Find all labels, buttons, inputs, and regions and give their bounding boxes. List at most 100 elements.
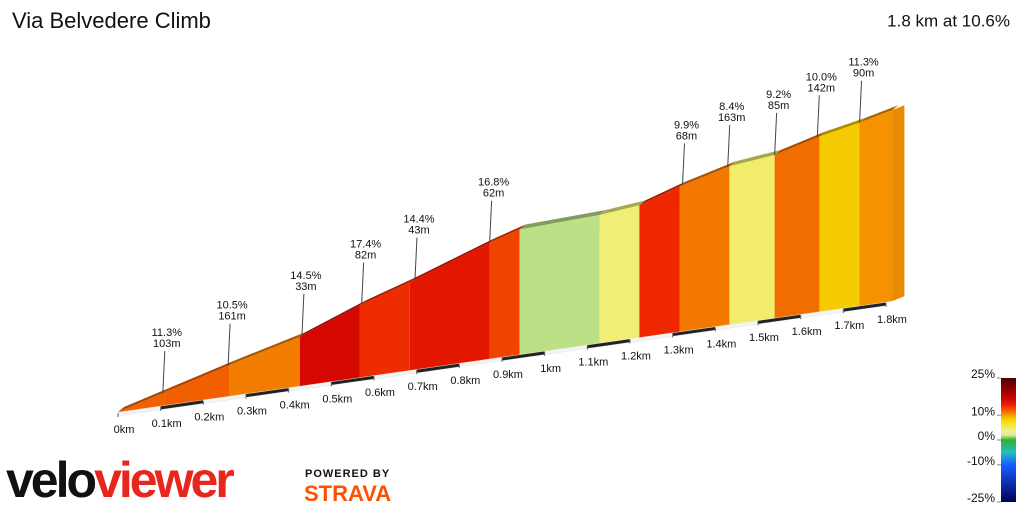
distance-segment [800, 308, 844, 318]
annotation-length: 163m [718, 112, 746, 124]
annotation-leader [727, 125, 731, 168]
annotation-length: 43m [408, 225, 429, 237]
annotation-grade: 16.8% [478, 177, 509, 189]
x-tick-label: 0.6km [365, 387, 395, 399]
distance-segment [160, 400, 204, 410]
profile-strip [774, 136, 820, 318]
profile-strip [359, 282, 410, 378]
annotation-grade: 14.4% [403, 214, 434, 226]
annotation-leader [681, 143, 685, 186]
logo-part: velo [6, 452, 96, 508]
chart-title: Via Belvedere Climb [12, 8, 211, 33]
x-tick-label: 1.7km [834, 320, 864, 332]
profile-strip [299, 305, 360, 386]
profile-strip [639, 186, 680, 338]
annotation-length: 62m [483, 188, 504, 200]
distance-segment [288, 381, 332, 392]
annotation-grade: 8.4% [719, 101, 744, 113]
annotation-length: 82m [355, 249, 376, 261]
distance-segment [757, 314, 801, 324]
annotation-length: 68m [676, 130, 697, 142]
profile-top [679, 161, 736, 187]
profile-top [639, 181, 686, 206]
colorbar-label: 10% [971, 404, 995, 418]
annotation-grade: 11.3% [152, 327, 183, 339]
annotation-grade: 9.9% [674, 119, 699, 131]
annotation-leader [489, 200, 493, 243]
annotation-grade: 9.2% [766, 89, 791, 101]
profile-top [519, 210, 606, 230]
x-tick-label: 0.8km [450, 375, 480, 387]
logo-part: viewer [94, 452, 234, 508]
colorbar-label: 25% [971, 367, 995, 381]
x-tick-label: 0.7km [408, 381, 438, 393]
colorbar-label: 0% [978, 429, 996, 443]
annotation-leader [162, 351, 166, 394]
annotation-length: 90m [853, 68, 874, 80]
distance-segment [715, 320, 759, 330]
chart-subtitle: 1.8 km at 10.6% [887, 11, 1010, 30]
profile-strip [229, 336, 300, 396]
profile-strip [409, 242, 490, 371]
profile-top [164, 359, 236, 393]
annotation-grade: 14.5% [290, 270, 321, 282]
x-tick-label: 0.5km [322, 393, 352, 405]
profile-strip [489, 229, 520, 359]
colorbar-label: -10% [967, 454, 995, 468]
annotation-leader [774, 112, 778, 155]
annotation-length: 103m [153, 338, 181, 350]
profile-strip [118, 392, 165, 412]
annotation-length: 161m [218, 311, 246, 323]
x-tick-label: 1.5km [749, 332, 779, 344]
profile-top [299, 300, 366, 337]
x-tick-label: 0.9km [493, 369, 523, 381]
distance-segment [373, 369, 417, 379]
annotation-length: 142m [808, 82, 836, 94]
profile-strip [729, 154, 775, 325]
annotation-grade: 10.0% [806, 71, 837, 83]
profile-end-face [892, 105, 905, 302]
x-tick-label: 1.4km [706, 338, 736, 350]
profile-top [409, 237, 496, 283]
distance-segment [459, 357, 503, 367]
profile-top [774, 131, 826, 155]
profile-top [118, 387, 171, 412]
distance-segment [544, 345, 588, 355]
distance-segment [245, 388, 289, 398]
annotation-leader [361, 262, 365, 305]
x-tick-label: 0.1km [152, 418, 182, 430]
x-tick-label: 1.2km [621, 351, 651, 363]
distance-segment [203, 394, 247, 404]
profile-strip [859, 110, 893, 306]
profile-strip [164, 364, 230, 406]
logo: veloviewer [6, 452, 234, 508]
profile-top [859, 105, 899, 123]
profile-strip [679, 166, 730, 332]
distance-segment [117, 406, 161, 416]
annotation-grade: 10.5% [216, 300, 247, 312]
profile-strip [819, 122, 860, 312]
distance-segment [843, 302, 887, 312]
distance-segment [331, 375, 375, 385]
profile-top [359, 277, 416, 306]
annotation-grade: 17.4% [350, 238, 381, 250]
profile-top [599, 200, 646, 216]
profile-strip [599, 205, 640, 344]
annotation-length: 33m [295, 281, 316, 293]
x-tick-label: 0.3km [237, 406, 267, 418]
x-tick-label: 1.1km [578, 357, 608, 369]
profile-top [229, 331, 306, 365]
distance-segment [416, 363, 460, 373]
x-tick-label: 1km [540, 363, 561, 375]
x-tick-label: 1.8km [877, 314, 907, 326]
annotation-grade: 11.3% [848, 57, 879, 69]
distance-segment [501, 351, 545, 361]
annotation-leader [301, 293, 305, 336]
annotation-length: 85m [768, 100, 789, 112]
annotation-leader [227, 323, 231, 366]
profile-top [489, 224, 526, 243]
annotation-leader [859, 80, 863, 123]
x-tick-label: 0.4km [280, 399, 310, 411]
x-tick-label: 1.3km [664, 344, 694, 356]
